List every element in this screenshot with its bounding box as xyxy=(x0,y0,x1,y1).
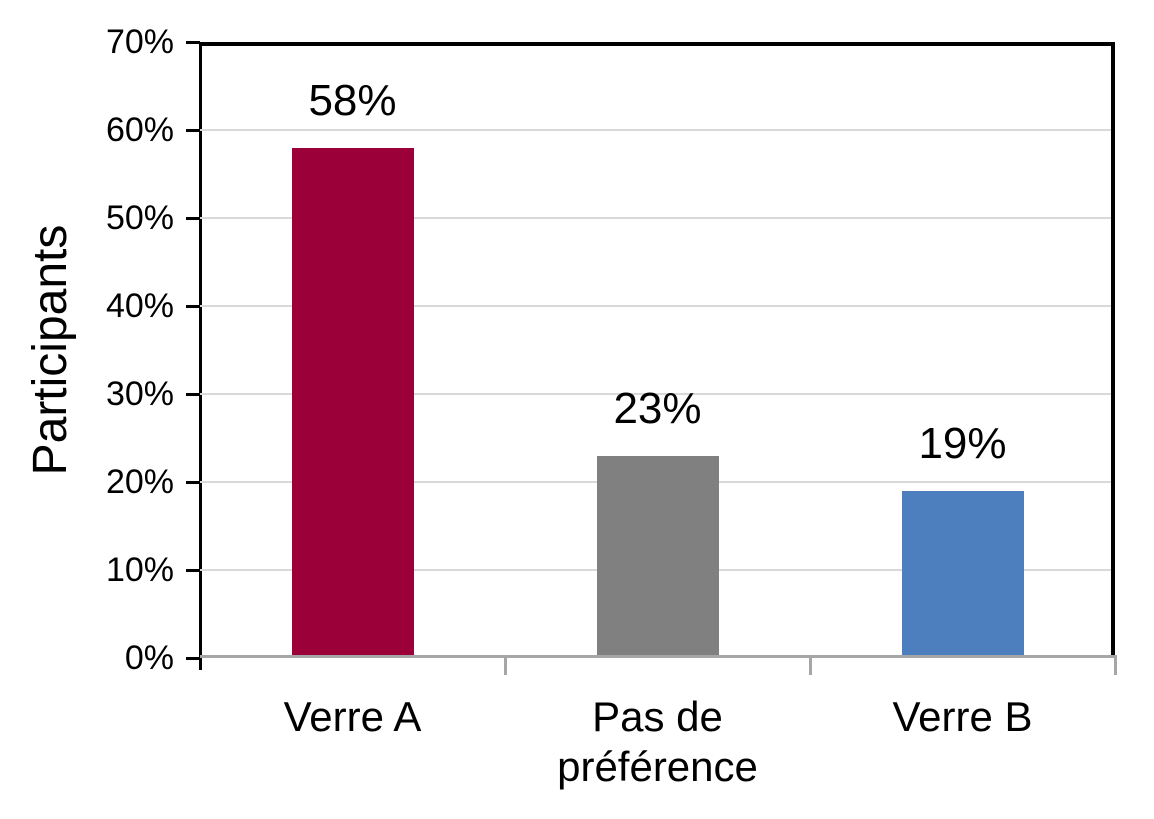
x-category-label-verre-b: Verre B xyxy=(892,693,1033,740)
bar-pas-de-préférence xyxy=(596,455,719,658)
y-tick-label-50%: 50% xyxy=(105,199,174,237)
y-tick-label-30%: 30% xyxy=(105,375,174,413)
x-tick-mark-3 xyxy=(1113,655,1117,675)
y-tick-mark-50% xyxy=(186,216,200,220)
y-tick-label-10%: 10% xyxy=(105,551,174,589)
bar-value-label: 19% xyxy=(918,418,1007,468)
bar-verre-b xyxy=(901,490,1024,658)
x-tick-mark-2 xyxy=(808,655,812,675)
y-tick-label-20%: 20% xyxy=(105,463,174,501)
y-tick-label-0%: 0% xyxy=(124,639,174,677)
y-tick-mark-60% xyxy=(186,128,200,132)
y-tick-label-40%: 40% xyxy=(105,287,174,325)
gridline-60 xyxy=(200,129,1111,131)
y-tick-label-60%: 60% xyxy=(105,111,174,149)
y-tick-mark-30% xyxy=(186,392,200,396)
x-category-label-verre-a: Verre A xyxy=(283,693,422,740)
bar-value-label: 23% xyxy=(613,383,702,433)
y-tick-mark-10% xyxy=(186,568,200,572)
plot-area: 58% 23% 19% xyxy=(200,42,1115,658)
y-tick-mark-70% xyxy=(186,40,200,44)
x-tick-mark-1 xyxy=(503,655,507,675)
y-axis-line xyxy=(199,42,202,670)
y-tick-mark-0% xyxy=(186,656,200,660)
gridline-30 xyxy=(200,393,1111,395)
gridline-50 xyxy=(200,217,1111,219)
gridline-40 xyxy=(200,305,1111,307)
y-tick-mark-40% xyxy=(186,304,200,308)
y-tick-mark-20% xyxy=(186,480,200,484)
bar-value-label: 58% xyxy=(308,75,397,125)
x-category-label-pas-de-préférence: Pas de préférence xyxy=(557,693,758,790)
x-axis-line xyxy=(200,655,1115,658)
bar-verre-a xyxy=(291,147,414,658)
y-tick-label-70%: 70% xyxy=(105,23,174,61)
